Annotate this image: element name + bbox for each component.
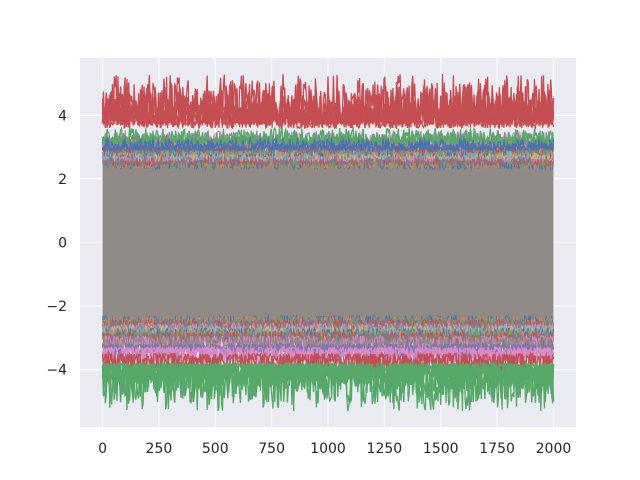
- x-tick-label: 0: [98, 441, 107, 457]
- x-axis-ticks: 0 250 500 750 1000 1250 1500 1750 2000: [98, 441, 571, 457]
- x-tick-label: 1250: [367, 441, 403, 457]
- top-envelope-series: [101, 82, 555, 128]
- top-envelope-series: [101, 103, 555, 128]
- series-line: [101, 73, 555, 130]
- y-tick-label: −4: [46, 363, 67, 379]
- x-tick-label: 1000: [310, 441, 346, 457]
- series-line: [101, 351, 554, 371]
- x-tick-label: 1750: [479, 441, 515, 457]
- x-tick-label: 500: [202, 441, 229, 457]
- y-tick-label: 4: [58, 108, 67, 124]
- y-tick-label: 0: [58, 236, 67, 252]
- x-tick-label: 750: [258, 441, 285, 457]
- x-tick-label: 250: [146, 441, 173, 457]
- y-tick-label: −2: [46, 299, 67, 315]
- x-tick-label: 2000: [536, 441, 572, 457]
- series-line: [101, 141, 554, 153]
- series-line: [102, 145, 554, 167]
- series-line: [101, 136, 555, 153]
- series-layer: [101, 73, 555, 412]
- dense-series-core: [102, 150, 554, 335]
- y-tick-label: 2: [58, 172, 67, 188]
- x-tick-label: 1500: [423, 441, 459, 457]
- bottom-envelope-series: [101, 362, 555, 404]
- y-axis-ticks: −4 −2 0 2 4: [46, 108, 67, 378]
